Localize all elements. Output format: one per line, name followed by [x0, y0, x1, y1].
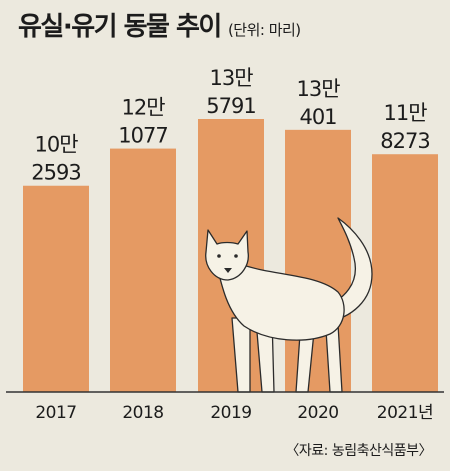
bar-value-label: 10만	[34, 133, 78, 157]
bar-value-label: 1077	[118, 124, 167, 148]
bar-2021년	[372, 154, 438, 392]
x-tick-label: 2019	[210, 403, 251, 423]
x-tick-label: 2018	[122, 403, 163, 423]
bar-2018	[110, 148, 176, 392]
source-note: 〈자료: 농림축산식품부〉	[285, 443, 432, 459]
bar-value-label: 11만	[383, 101, 427, 125]
bar-value-label: 2593	[31, 161, 80, 185]
x-tick-label: 2021년	[377, 403, 433, 423]
x-tick-label: 2017	[35, 403, 76, 423]
chart-unit: (단위: 마리)	[227, 21, 301, 39]
bar-value-label: 12만	[121, 96, 165, 120]
bar-value-label: 8273	[380, 129, 429, 153]
bar-value-label: 13만	[209, 66, 253, 90]
bar-2017	[23, 185, 89, 392]
x-tick-label: 2020	[297, 403, 338, 423]
bars-group: 10만 2593 12만 1077 13만 5791 13만 401 11만 8273	[23, 66, 438, 392]
dog-icon	[205, 217, 373, 393]
chart-title: 유실·유기 동물 추이	[18, 12, 222, 42]
bar-value-label: 401	[299, 105, 336, 129]
bar-value-label: 13만	[296, 77, 340, 101]
bar-2020	[285, 129, 351, 392]
bar-value-label: 5791	[206, 94, 255, 118]
x-ticks-group: 2017 2018 2019 2020 2021년	[35, 403, 433, 423]
title-row: 유실·유기 동물 추이 (단위: 마리)	[18, 6, 301, 43]
